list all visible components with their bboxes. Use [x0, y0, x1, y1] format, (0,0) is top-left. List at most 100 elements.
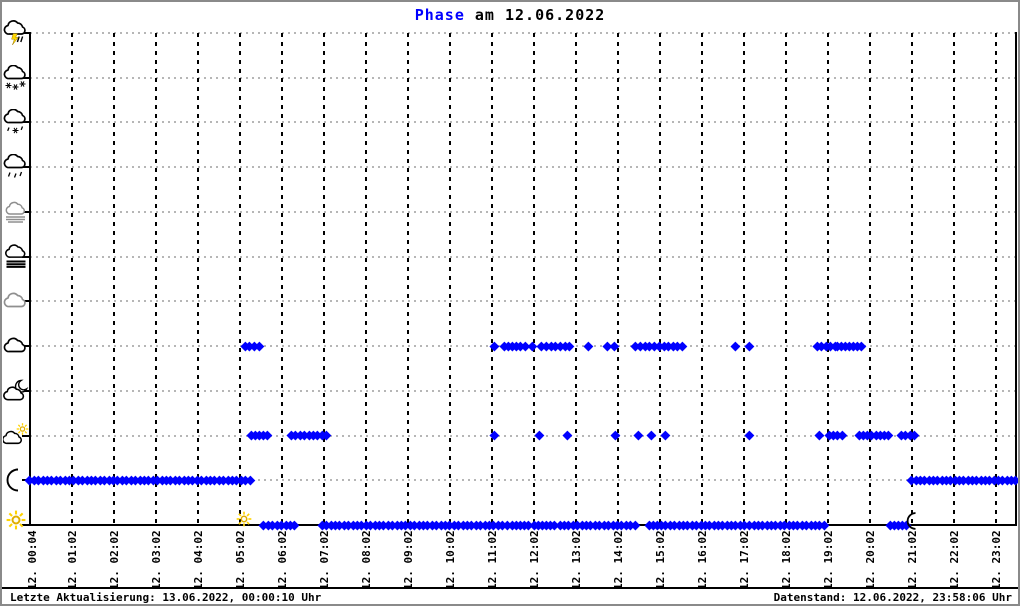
data-point — [660, 430, 670, 441]
chart-gridline-h — [30, 255, 1017, 258]
chart-gridline-h — [30, 76, 1017, 79]
x-axis-label: 12. 18:02 — [780, 530, 794, 590]
chart-gridline-v — [448, 33, 451, 525]
chart-gridline-h — [30, 300, 1017, 303]
rain-icon — [3, 153, 29, 180]
footer-divider — [2, 587, 1018, 589]
x-axis-label: 12. 11:02 — [486, 530, 500, 590]
chart-gridline-v — [952, 33, 955, 525]
chart-title: Phase am 12.06.2022 — [2, 6, 1018, 24]
cloudy-icon — [3, 333, 29, 359]
data-point — [730, 341, 740, 351]
overcast-icon — [3, 288, 29, 314]
x-axis-label: 12. 03:02 — [150, 530, 164, 590]
sunrise-sun-icon — [231, 506, 257, 532]
chart-gridline-v — [574, 33, 577, 525]
chart-gridline-v — [658, 33, 661, 525]
night-cloud-icon — [3, 378, 29, 404]
chart-gridline-v — [868, 33, 871, 525]
chart-gridline-v — [364, 33, 367, 525]
chart-gridline-v — [196, 33, 199, 525]
x-axis-label: 12. 19:02 — [822, 530, 836, 590]
chart-gridline-v — [70, 33, 73, 525]
chart-gridline-v — [238, 33, 241, 525]
data-point — [647, 430, 657, 441]
chart-gridline-h — [30, 389, 1017, 392]
data-point — [744, 341, 754, 351]
x-axis-label: 12. 16:02 — [696, 530, 710, 590]
x-axis-label: 12. 12:02 — [528, 530, 542, 590]
moon-icon — [3, 467, 29, 493]
chart-gridline-v — [280, 33, 283, 525]
sleet-icon — [3, 109, 29, 135]
x-axis-label: 12. 09:02 — [402, 530, 416, 590]
y-axis-tick — [22, 255, 30, 258]
chart-gridline-v — [826, 33, 829, 525]
chart-gridline-h — [30, 210, 1017, 213]
mist-icon — [3, 199, 29, 225]
y-axis-tick — [22, 389, 30, 392]
data-point — [634, 430, 644, 441]
data-point — [584, 341, 594, 351]
chart-title-highlight: Phase — [414, 6, 465, 24]
chart-gridline-v — [784, 33, 787, 525]
chart-gridline-v — [994, 33, 997, 525]
chart-gridline-v — [700, 33, 703, 525]
chart-gridline-v — [742, 33, 745, 525]
chart-gridline-v — [154, 33, 157, 525]
chart-gridline-v — [112, 33, 115, 525]
chart-gridline-v — [322, 33, 325, 525]
y-axis-tick — [22, 166, 30, 169]
y-axis-tick — [22, 434, 30, 437]
chart-gridline-v — [490, 33, 493, 525]
sunset-moon-icon — [901, 508, 927, 534]
day-cloud-icon — [2, 422, 29, 449]
thunderstorm-icon — [3, 20, 29, 46]
x-axis-label: 12. 17:02 — [738, 530, 752, 590]
x-axis-label: 12. 22:02 — [948, 530, 962, 590]
x-axis-label: 12. 15:02 — [654, 530, 668, 590]
chart-gridline-h — [30, 121, 1017, 124]
last-update-text: Letzte Aktualisierung: 13.06.2022, 00:00… — [10, 591, 322, 604]
x-axis-label: 12. 23:02 — [990, 530, 1004, 590]
snow-icon — [3, 64, 29, 91]
x-axis-label: 12. 05:02 — [234, 530, 248, 590]
x-axis-label: 12. 00:04 — [26, 530, 40, 590]
chart-gridline-h — [30, 434, 1017, 437]
x-axis-label: 12. 02:02 — [108, 530, 122, 590]
x-axis-label: 12. 20:02 — [864, 530, 878, 590]
chart-gridline-v — [910, 33, 913, 525]
data-point — [562, 430, 572, 441]
fog-icon — [3, 243, 29, 270]
y-axis-tick — [22, 345, 30, 348]
chart-gridline-v — [616, 33, 619, 525]
x-axis-label: 12. 08:02 — [360, 530, 374, 590]
chart-title-rest: am 12.06.2022 — [464, 6, 606, 24]
y-axis-tick — [22, 32, 30, 34]
x-axis-label: 12. 10:02 — [444, 530, 458, 590]
y-axis-tick — [22, 76, 30, 79]
y-axis-tick — [22, 300, 30, 303]
y-axis-tick — [22, 121, 30, 124]
x-axis-label: 12. 13:02 — [570, 530, 584, 590]
x-axis-label: 12. 14:02 — [612, 530, 626, 590]
data-state-text: Datenstand: 12.06.2022, 23:58:06 Uhr — [773, 591, 1012, 604]
chart-gridline-h — [30, 479, 1017, 482]
x-axis-label: 12. 21:02 — [906, 530, 920, 590]
data-point — [744, 430, 754, 441]
chart-gridline-h — [30, 32, 1017, 34]
sun-icon — [3, 507, 29, 533]
x-axis-label: 12. 01:02 — [66, 530, 80, 590]
plot-right-border — [1015, 32, 1017, 526]
chart-gridline-v — [406, 33, 409, 525]
chart-gridline-v — [532, 33, 535, 525]
x-axis-label: 12. 06:02 — [276, 530, 290, 590]
y-axis-tick — [22, 210, 30, 213]
y-axis-line — [29, 32, 31, 526]
x-axis-label: 12. 04:02 — [192, 530, 206, 590]
y-axis-tick — [22, 523, 30, 526]
data-point — [534, 430, 544, 441]
chart-gridline-h — [30, 166, 1017, 169]
x-axis-label: 12. 07:02 — [318, 530, 332, 590]
